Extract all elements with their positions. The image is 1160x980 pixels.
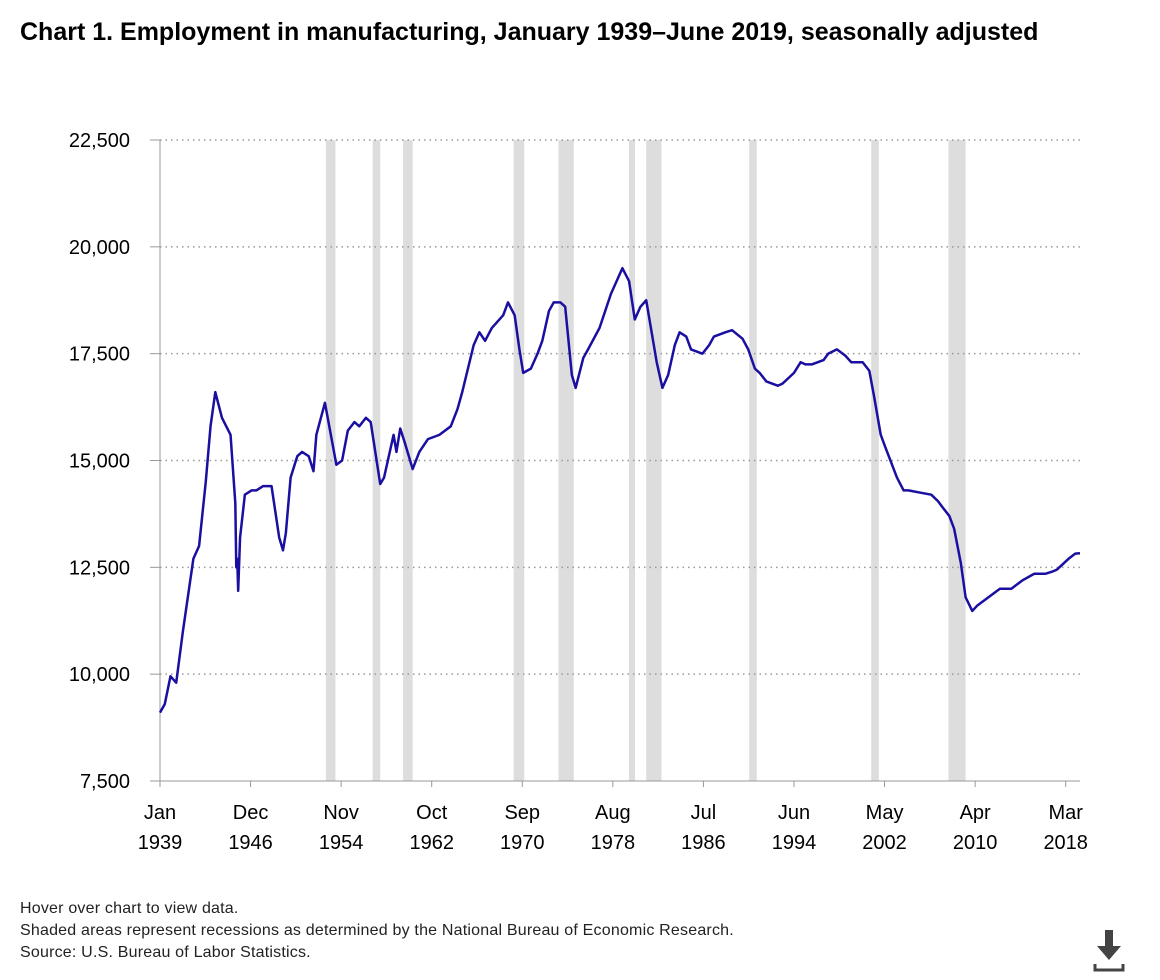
x-tick-label-line: May [866,802,904,824]
y-tick-label: 12,500 [69,557,130,579]
y-tick-label: 17,500 [69,344,130,366]
note: Hover over chart to view data. [20,900,239,917]
y-tick-label: 20,000 [69,237,130,259]
x-tick-label-line: Mar [1048,802,1083,824]
y-tick-label: 15,000 [69,451,130,473]
recession-band [646,140,662,781]
recession-band [558,140,574,781]
x-tick-label: Aug 1978 [591,802,636,854]
y-tick-label: 7,500 [80,771,130,793]
x-tick-label: Oct 1962 [409,802,454,854]
x-tick-label: Jun 1994 [772,802,817,854]
x-tick-label: May 2002 [862,802,907,854]
download-button[interactable] [1092,930,1132,974]
x-tick-label-line: Jun [778,802,810,824]
x-tick-label-line: 2018 [1043,832,1088,854]
recession-band [629,140,636,781]
x-tick-label-line: 1954 [319,832,364,854]
chart: 7,500 10,000 12,500 15,000 17,500 20,000 22,50… [69,130,1088,854]
x-tick-label-line: 2002 [862,832,907,854]
x-tick-label-line: Sep [504,802,540,824]
x-tick-label: Sep 1970 [500,802,545,854]
x-tick-label-line: Jul [691,802,717,824]
x-tick-label: Dec 1946 [228,802,273,854]
x-tick-label-line: Aug [595,802,631,824]
x-tick-label-line: 1986 [681,832,726,854]
note: Source: U.S. Bureau of Labor Statistics. [20,944,311,961]
y-tick-label: 22,500 [69,130,130,152]
x-tick-label-line: 1939 [138,832,183,854]
x-tick-label-line: 1946 [228,832,273,854]
x-tick-label-line: Oct [416,802,448,824]
x-tick-label: Mar 2018 [1043,802,1088,854]
notes: Hover over chart to view data. Shaded ar… [20,898,734,964]
x-tick-label-line: 2010 [953,832,998,854]
recession-band [948,140,966,781]
x-tick-label-line: 1994 [772,832,817,854]
x-tick-label: Nov 1954 [319,802,364,854]
y-tick-label: 10,000 [69,664,130,686]
note: Shaded areas represent recessions as det… [20,922,734,939]
chart-title: Chart 1. Employment in manufacturing, Ja… [20,18,1039,46]
x-tick-label-line: 1962 [409,832,454,854]
x-tick-label-line: Dec [233,802,269,824]
x-tick-label-line: Nov [323,802,359,824]
x-tick-label-line: Apr [960,802,991,824]
x-tick-label-line: 1970 [500,832,545,854]
series-line [158,266,1081,714]
x-tick-label: Jan 1939 [138,802,183,854]
x-tick-label-line: 1978 [591,832,636,854]
x-tick-label-line: Jan [144,802,176,824]
x-tick-label: Apr 2010 [953,802,998,854]
recession-band [749,140,757,781]
x-tick-label: Jul 1986 [681,802,726,854]
